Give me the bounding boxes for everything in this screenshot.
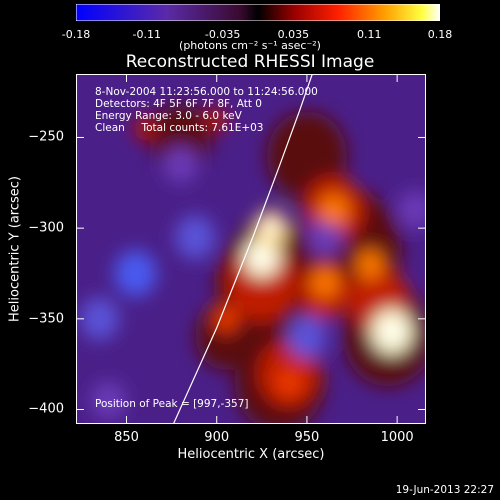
colorbar-tick-label: -0.18 bbox=[61, 28, 91, 41]
heatmap-region bbox=[195, 303, 256, 370]
y-tick-label: −350 bbox=[28, 311, 64, 327]
heatmap-peak bbox=[213, 305, 238, 333]
heatmap-peak bbox=[133, 116, 156, 141]
x-tick-label: 850 bbox=[114, 430, 139, 445]
heatmap-peak bbox=[311, 267, 339, 298]
heatmap-trough bbox=[397, 190, 426, 230]
heatmap-trough bbox=[114, 250, 157, 297]
info-date: 8-Nov-2004 11:23:56.000 to 11:24:56.000 bbox=[95, 86, 318, 98]
heatmap-trough bbox=[287, 315, 327, 359]
x-tick-label: 900 bbox=[204, 430, 230, 445]
heatmap-peak-core bbox=[382, 321, 401, 342]
y-axis-label-wrap: Heliocentric Y (arcsec) bbox=[0, 74, 30, 424]
colorbar-tick-label: 0.18 bbox=[427, 28, 453, 41]
y-tick-label: −250 bbox=[28, 129, 64, 145]
heatmap-peak-core bbox=[252, 247, 271, 268]
heatmap-trough bbox=[306, 217, 344, 258]
heatmap-peak bbox=[319, 194, 349, 226]
heatmap-trough bbox=[90, 381, 127, 420]
colorbar bbox=[76, 4, 440, 21]
heatmap-peak bbox=[275, 368, 302, 397]
y-tick-label: −400 bbox=[28, 401, 64, 417]
heatmap-region bbox=[150, 104, 211, 171]
y-tick-label: −300 bbox=[28, 220, 64, 236]
heatmap-peak-core bbox=[261, 218, 280, 239]
solar-limb-line bbox=[172, 74, 313, 424]
heatmap-trough bbox=[163, 145, 198, 184]
heatmap-trough bbox=[80, 297, 119, 341]
info-peak: Position of Peak = [997,-357] bbox=[95, 398, 249, 410]
x-tick-label: 1000 bbox=[380, 430, 414, 445]
heatmap-peak bbox=[205, 107, 228, 132]
info-detectors: Detectors: 4F 5F 6F 7F 8F, Att 0 bbox=[95, 98, 262, 110]
info-clean: Clean Total counts: 7.61E+03 bbox=[95, 122, 264, 134]
colorbar-tick-label: 0.11 bbox=[356, 28, 382, 41]
x-axis-label: Heliocentric X (arcsec) bbox=[177, 447, 325, 462]
heatmap-region bbox=[266, 111, 347, 200]
heatmap-trough bbox=[175, 215, 216, 260]
colorbar-tick-label: 0.035 bbox=[277, 28, 310, 41]
timestamp: 19-Jun-2013 22:27 bbox=[395, 484, 494, 496]
y-axis-label: Heliocentric Y (arcsec) bbox=[7, 176, 23, 322]
heatmap-plot bbox=[76, 74, 426, 424]
heatmap-peak bbox=[356, 249, 384, 280]
x-tick-label: 950 bbox=[294, 430, 320, 445]
colorbar-tick-label: -0.035 bbox=[204, 28, 241, 41]
colorbar-units: (photons cm⁻² s⁻¹ asec⁻²) bbox=[179, 39, 321, 52]
colorbar-tick-label: -0.11 bbox=[132, 28, 161, 41]
info-energy: Energy Range: 3.0 - 6.0 keV bbox=[95, 110, 242, 122]
chart-title: Reconstructed RHESSI Image bbox=[125, 52, 375, 72]
